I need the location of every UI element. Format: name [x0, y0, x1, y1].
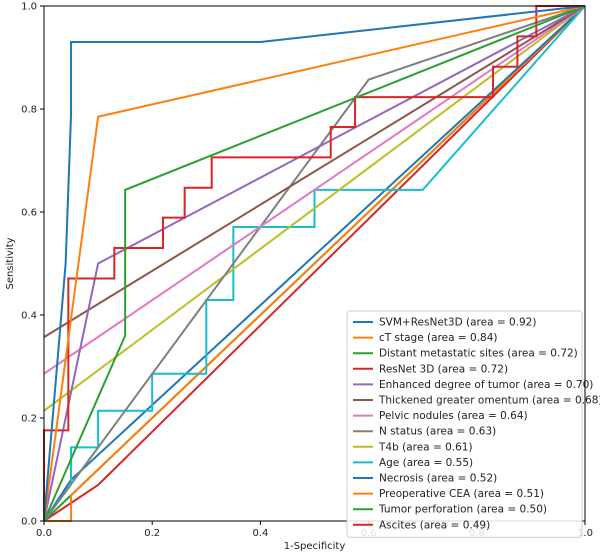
legend-entry-5: Thickened greater omentum (area = 0.68) — [378, 395, 600, 407]
x-tick-label: 1.0 — [577, 528, 593, 539]
y-tick-label: 0.8 — [21, 105, 37, 116]
x-tick-label: 0.4 — [252, 528, 268, 539]
roc-series-line-8 — [43, 5, 586, 412]
roc-series-line-7 — [43, 5, 586, 522]
roc-series-line-4 — [43, 5, 586, 522]
y-tick-label: 0.2 — [21, 414, 37, 425]
y-tick-label: 0.0 — [21, 517, 37, 528]
legend-entry-12: Tumor perforation (area = 0.50) — [378, 504, 547, 516]
legend-entry-9: Age (area = 0.55) — [379, 457, 473, 469]
legend-entry-10: Necrosis (area = 0.52) — [379, 473, 497, 485]
roc-series-line-2 — [43, 5, 586, 522]
plot-frame — [43, 5, 586, 522]
roc-series-line-5 — [43, 5, 586, 338]
legend: SVM+ResNet3D (area = 0.92) cT stage (area… — [346, 310, 600, 538]
y-tick-label: 0.4 — [21, 311, 37, 322]
legend-box — [346, 310, 583, 538]
legend-entry-11: Preoperative CEA (area = 0.51) — [379, 488, 544, 500]
legend-entry-7: N status (area = 0.63) — [379, 426, 496, 438]
legend-entry-8: T4b (area = 0.61) — [378, 441, 473, 453]
y-tick-label: 0.6 — [21, 208, 37, 219]
roc-series-line-0 — [43, 5, 586, 522]
y-tick-label: 1.0 — [21, 2, 37, 13]
y-axis-title: Sensitivity — [5, 237, 16, 289]
legend-entry-13: Ascites (area = 0.49) — [379, 519, 490, 531]
legend-entry-3: ResNet 3D (area = 0.72) — [379, 363, 508, 375]
legend-entry-1: cT stage (area = 0.84) — [379, 332, 497, 344]
roc-series-line-3 — [43, 5, 585, 521]
roc-series-line-1 — [43, 5, 586, 522]
x-axis-title: 1-Specificity — [284, 541, 346, 552]
legend-entry-6: Pelvic nodules (area = 0.64) — [379, 410, 528, 422]
legend-entry-4: Enhanced degree of tumor (area = 0.70) — [379, 379, 593, 391]
legend-entry-2: Distant metastatic sites (area = 0.72) — [379, 348, 578, 360]
series-layer — [43, 5, 586, 522]
x-tick-label: 0.2 — [144, 528, 160, 539]
roc-series-line-13 — [43, 5, 586, 522]
x-tick-label: 0.0 — [36, 528, 52, 539]
legend-entry-0: SVM+ResNet3D (area = 0.92) — [379, 317, 536, 329]
